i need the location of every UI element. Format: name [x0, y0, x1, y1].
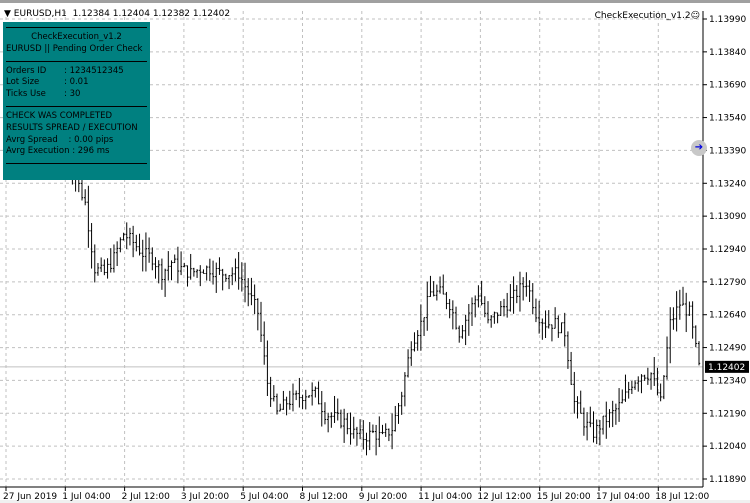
- y-tick-label: 1.12190: [709, 409, 746, 419]
- x-tick-label: 9 Jul 20:00: [359, 492, 408, 502]
- divider: [6, 105, 147, 107]
- divider: [6, 27, 147, 28]
- status-results: RESULTS SPREAD / EXECUTION: [6, 122, 138, 133]
- x-tick-label: 5 Jul 04:00: [240, 492, 289, 502]
- x-tick-label: 3 Jul 20:00: [181, 492, 230, 502]
- x-tick-label: 1 Jul 04:00: [62, 492, 111, 502]
- panel-subtitle: EURUSD || Pending Order Check: [6, 43, 143, 54]
- y-tick-label: 1.13240: [709, 179, 746, 189]
- avg-execution: Avrg Execution : 296 ms: [6, 146, 110, 157]
- x-tick-label: 18 Jul 12:00: [655, 492, 709, 502]
- x-tick-label: 27 Jun 2019: [3, 492, 57, 502]
- smiley-icon: ☺: [690, 11, 700, 21]
- y-tick-label: 1.13540: [709, 114, 746, 124]
- x-tick-label: 17 Jul 04:00: [596, 492, 650, 502]
- y-tick-label: 1.11890: [709, 475, 746, 485]
- y-tick-label: 1.13990: [709, 15, 746, 25]
- x-tick-label: 15 Jul 20:00: [537, 492, 591, 502]
- trade-arrow-icon[interactable]: ➔: [691, 140, 707, 156]
- current-price-label: 1.12402: [708, 363, 745, 373]
- dropdown-triangle-icon[interactable]: ▼: [4, 9, 11, 19]
- y-tick-label: 1.13390: [709, 146, 746, 156]
- label: Orders ID: [6, 65, 47, 76]
- x-tick-label: 8 Jul 12:00: [300, 492, 349, 502]
- y-tick-label: 1.12040: [709, 442, 746, 452]
- x-tick-label: 2 Jul 12:00: [122, 492, 171, 502]
- current-price-tag: [705, 360, 749, 373]
- status-completed: CHECK WAS COMPLETED: [6, 110, 113, 121]
- y-tick-label: 1.12490: [709, 344, 746, 354]
- value: : 0.01: [64, 77, 89, 88]
- value: : 1234512345: [64, 65, 124, 76]
- row-ticks-use: Ticks Use : 30: [6, 89, 147, 101]
- y-tick-label: 1.12790: [709, 278, 746, 288]
- expert-name: CheckExecution_v1.2: [594, 11, 691, 21]
- y-tick-label: 1.13840: [709, 48, 746, 58]
- panel-title: CheckExecution_v1.2: [31, 32, 122, 42]
- y-tick-label: 1.13090: [709, 212, 746, 222]
- divider: [6, 163, 147, 165]
- label: Ticks Use: [6, 89, 46, 100]
- label: Lot Size: [6, 77, 40, 88]
- price-chart[interactable]: 1.13990 1.13840 1.13690 1.13540 1.13390 1.132…: [0, 3, 750, 503]
- y-tick-label: 1.12940: [709, 245, 746, 255]
- ohlc-values: 1.12384 1.12404 1.12382 1.12402: [72, 9, 231, 19]
- y-tick-label: 1.12640: [709, 311, 746, 321]
- expert-label[interactable]: CheckExecution_v1.2☺: [595, 11, 700, 21]
- row-lot-size: Lot Size : 0.01: [6, 77, 147, 89]
- chart-header: ▼ EURUSD,H1 1.12384 1.12404 1.12382 1.12…: [4, 9, 230, 19]
- x-tick-label: 11 Jul 04:00: [418, 492, 472, 502]
- value: : 30: [64, 89, 81, 100]
- divider: [6, 60, 147, 62]
- y-tick-label: 1.13690: [709, 81, 746, 91]
- row-orders-id: Orders ID : 1234512345: [6, 66, 147, 78]
- x-tick-label: 12 Jul 12:00: [477, 492, 531, 502]
- symbol-label: EURUSD,H1: [13, 9, 67, 19]
- y-tick-label: 1.12340: [709, 376, 746, 386]
- info-panel: CheckExecution_v1.2 EURUSD || Pending Or…: [3, 22, 150, 180]
- avg-spread: Avrg Spread : 0.00 pips: [6, 134, 114, 145]
